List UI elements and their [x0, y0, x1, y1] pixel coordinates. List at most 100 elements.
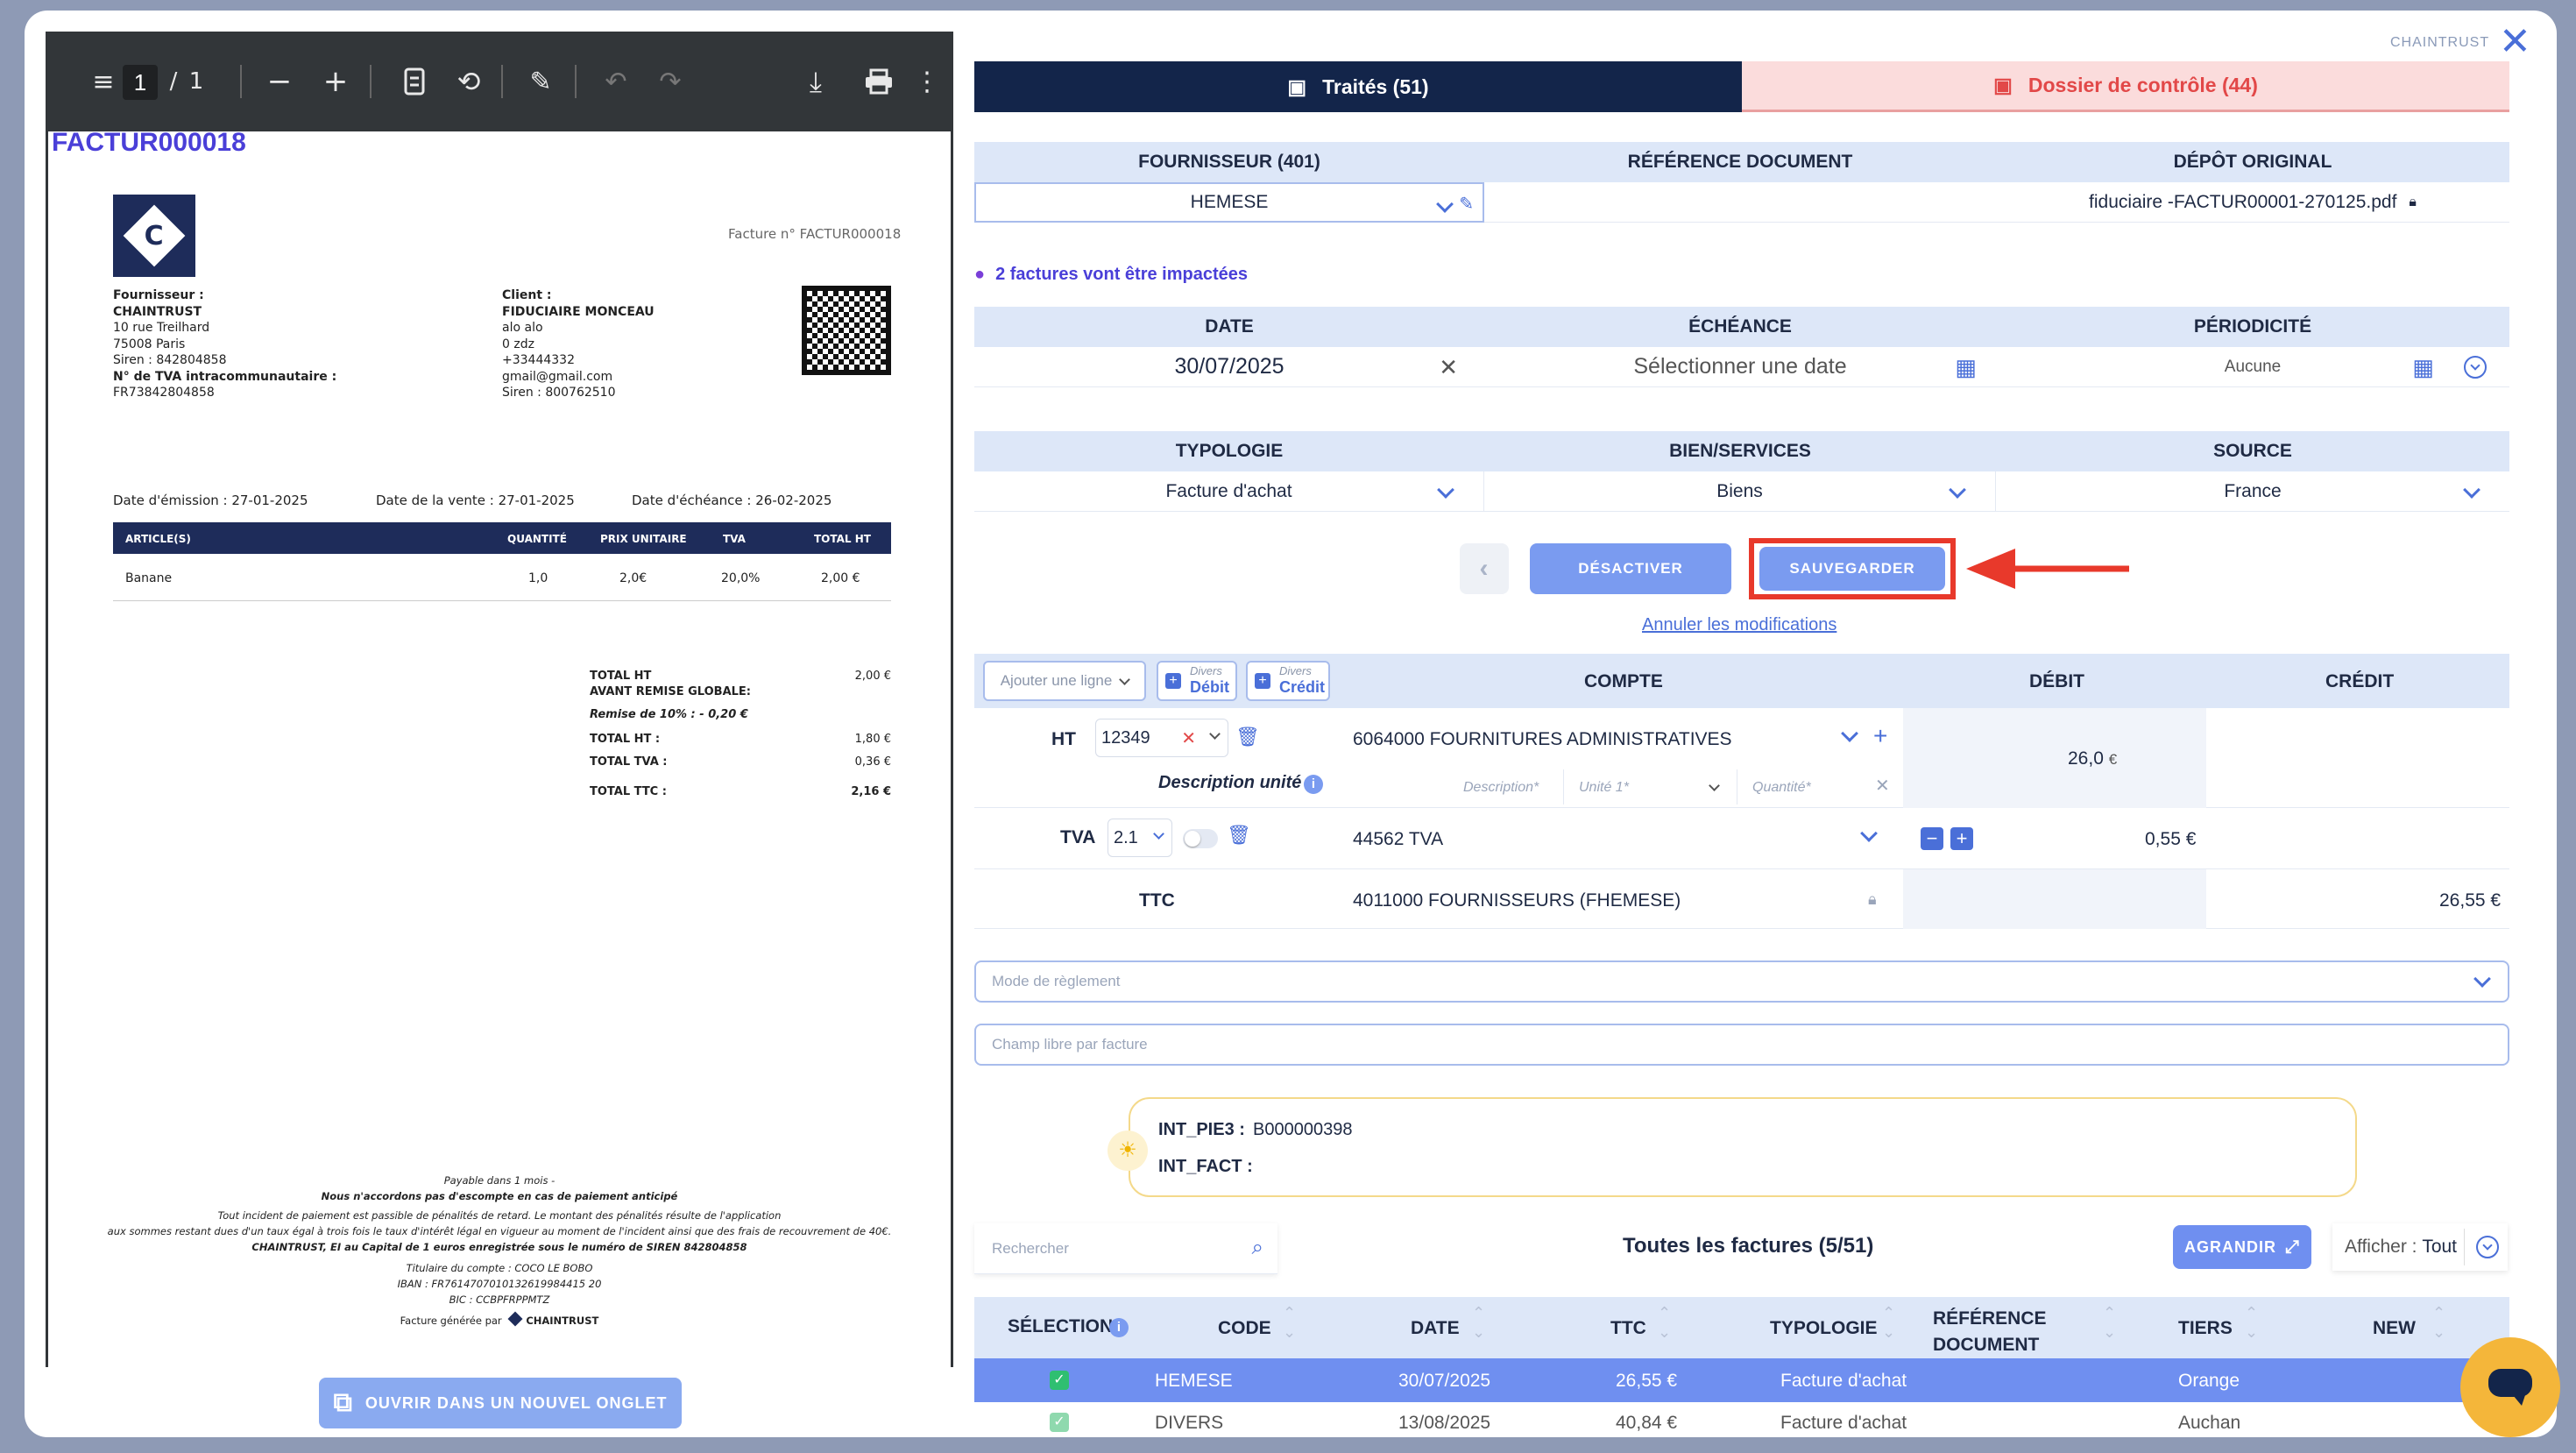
chevron-circle-icon[interactable]: [2464, 356, 2487, 379]
echeance-input[interactable]: Sélectionner une date ▦: [1484, 347, 1996, 387]
header-source: SOURCE: [1996, 431, 2509, 471]
depot-file[interactable]: fiduciaire -FACTUR00001-270125.pdf 🔒︎: [1996, 182, 2509, 223]
description-input[interactable]: Description*: [1463, 780, 1539, 795]
sauvegarder-button[interactable]: SAUVEGARDER: [1759, 547, 1945, 591]
sort-icon[interactable]: ⌃ ⌄: [1283, 1304, 1297, 1342]
typologie-select[interactable]: Facture d'achat: [974, 471, 1484, 512]
sort-icon[interactable]: ⌃ ⌄: [2103, 1304, 2117, 1342]
sort-icon[interactable]: ⌃ ⌄: [1882, 1304, 1896, 1342]
ht-compte[interactable]: 6064000 FOURNITURES ADMINISTRATIVES: [1353, 729, 1732, 749]
tab-dossier-controle[interactable]: ▣ Dossier de contrôle (44): [1742, 61, 2509, 112]
plus-icon[interactable]: +: [1873, 722, 1888, 749]
date-vente: Date de la vente : 27-01-2025: [376, 493, 575, 508]
info-icon[interactable]: i: [1109, 1318, 1129, 1337]
row-checkbox[interactable]: ✓: [1050, 1413, 1069, 1432]
ttc-credit[interactable]: 26,55 €: [2439, 890, 2502, 911]
header-tiers[interactable]: TIERS: [2178, 1318, 2233, 1338]
clear-icon[interactable]: ✕: [1439, 354, 1458, 380]
invoice-totals: TOTAL HT 2,00 € AVANT REMISE GLOBALE: Rem…: [590, 670, 891, 798]
int-pie3-value: B000000398: [1253, 1120, 1353, 1139]
annuler-link[interactable]: Annuler les modifications: [1642, 615, 1837, 634]
lock-icon: 🔒︎: [2409, 194, 2417, 209]
sort-icon[interactable]: ⌃ ⌄: [1658, 1304, 1672, 1342]
header-ttc[interactable]: TTC: [1610, 1318, 1646, 1338]
page-input[interactable]: 1: [123, 65, 158, 100]
chevron-down-icon[interactable]: [1860, 825, 1878, 842]
divers-debit-button[interactable]: + Divers Débit: [1157, 661, 1237, 701]
open-new-tab-button[interactable]: ⧉ OUVRIR DANS UN NOUVEL ONGLET: [319, 1378, 682, 1428]
search-input[interactable]: Rechercher ⌕: [974, 1223, 1277, 1274]
source-select[interactable]: France: [1996, 471, 2509, 512]
zoom-in-icon[interactable]: +: [322, 64, 349, 99]
add-line-select[interactable]: Ajouter une ligne: [983, 661, 1146, 701]
minus-icon[interactable]: −: [1921, 827, 1943, 850]
date-input[interactable]: 30/07/2025 ✕: [974, 347, 1484, 387]
mode-reglement-select[interactable]: Mode de règlement: [974, 960, 2509, 1003]
chat-button[interactable]: [2460, 1337, 2560, 1437]
trash-icon[interactable]: 🗑︎: [1227, 824, 1251, 846]
ht-debit[interactable]: 26,0 €: [2068, 748, 2118, 769]
close-icon[interactable]: ✕: [2499, 20, 2531, 63]
header-date: DATE: [974, 307, 1484, 347]
header-selection: SÉLECTION: [1008, 1316, 1114, 1336]
header-date[interactable]: DATE: [1411, 1318, 1460, 1338]
clear-icon[interactable]: ✕: [1875, 776, 1890, 796]
print-icon[interactable]: [859, 32, 899, 131]
header-code[interactable]: CODE: [1218, 1318, 1271, 1338]
bien-select[interactable]: Biens: [1484, 471, 1996, 512]
redo-icon[interactable]: ↷: [659, 66, 682, 97]
edit-icon[interactable]: ✎: [1459, 195, 1474, 214]
table-row[interactable]: [974, 1358, 2509, 1402]
plus-icon[interactable]: +: [1950, 827, 1973, 850]
tva-toggle[interactable]: [1183, 829, 1218, 848]
chevron-down-icon: [1709, 780, 1720, 791]
sort-icon[interactable]: ⌃ ⌄: [2432, 1304, 2446, 1342]
menu-icon[interactable]: ≡: [92, 66, 115, 97]
int-pie3-label: INT_PIE3 :: [1158, 1120, 1245, 1139]
unite-select[interactable]: Unité 1*: [1579, 780, 1629, 795]
calendar-icon[interactable]: ▦: [2412, 354, 2434, 380]
tva-compte[interactable]: 44562 TVA: [1353, 829, 1444, 849]
previous-button[interactable]: ‹: [1460, 543, 1509, 594]
more-icon[interactable]: ⋮: [914, 66, 940, 97]
calendar-icon[interactable]: ▦: [1955, 354, 1977, 380]
quantite-input[interactable]: Quantité*: [1752, 780, 1811, 795]
tab-traites[interactable]: ▣ Traités (51): [974, 61, 1742, 112]
clear-icon[interactable]: ✕: [1181, 728, 1196, 748]
download-icon[interactable]: ⤓: [809, 64, 823, 98]
divider: [370, 65, 372, 98]
table-row[interactable]: [974, 1402, 2509, 1437]
trash-icon[interactable]: 🗑︎: [1235, 726, 1260, 748]
ht-code-input[interactable]: 12349 ✕: [1095, 719, 1228, 757]
header-bien: BIEN/SERVICES: [1484, 431, 1996, 471]
fournisseur-select[interactable]: HEMESE ✎: [974, 182, 1484, 223]
reference-field[interactable]: [1484, 182, 1996, 223]
undo-icon[interactable]: ↶: [605, 66, 627, 97]
arrow-annotation: [1966, 549, 2129, 593]
row-checkbox[interactable]: ✓: [1050, 1371, 1069, 1390]
fit-page-icon[interactable]: [394, 32, 435, 131]
sort-icon[interactable]: ⌃ ⌄: [1472, 1304, 1486, 1342]
champ-libre-input[interactable]: Champ libre par facture: [974, 1024, 2509, 1066]
info-icon[interactable]: i: [1304, 775, 1323, 794]
agrandir-button[interactable]: AGRANDIR ⤢: [2173, 1225, 2311, 1269]
annotate-icon[interactable]: ✎: [529, 66, 552, 97]
afficher-select[interactable]: Afficher : Tout: [2332, 1223, 2508, 1271]
header-reference[interactable]: RÉFÉRENCE DOCUMENT: [1933, 1308, 2047, 1355]
page-total: 1: [188, 68, 204, 95]
tva-rate-select[interactable]: 2.1: [1108, 819, 1172, 857]
periodicite-select[interactable]: Aucune ▦: [1996, 347, 2509, 387]
divers-credit-button[interactable]: + Divers Crédit: [1246, 661, 1330, 701]
chevron-down-icon: [1437, 481, 1454, 499]
zoom-out-icon[interactable]: −: [266, 64, 293, 99]
rotate-icon[interactable]: ⟲: [456, 65, 481, 98]
header-fournisseur: FOURNISSEUR (401): [974, 142, 1484, 182]
info-box: [1129, 1097, 2357, 1197]
sort-icon[interactable]: ⌃ ⌄: [2245, 1304, 2259, 1342]
header-new[interactable]: NEW: [2373, 1318, 2416, 1338]
tva-debit[interactable]: 0,55 €: [2145, 829, 2197, 849]
desactiver-button[interactable]: DÉSACTIVER: [1530, 543, 1731, 594]
header-typologie[interactable]: TYPOLOGIE: [1770, 1318, 1878, 1338]
row-code: HEMESE: [1155, 1371, 1233, 1391]
chevron-down-icon[interactable]: [1841, 725, 1858, 742]
